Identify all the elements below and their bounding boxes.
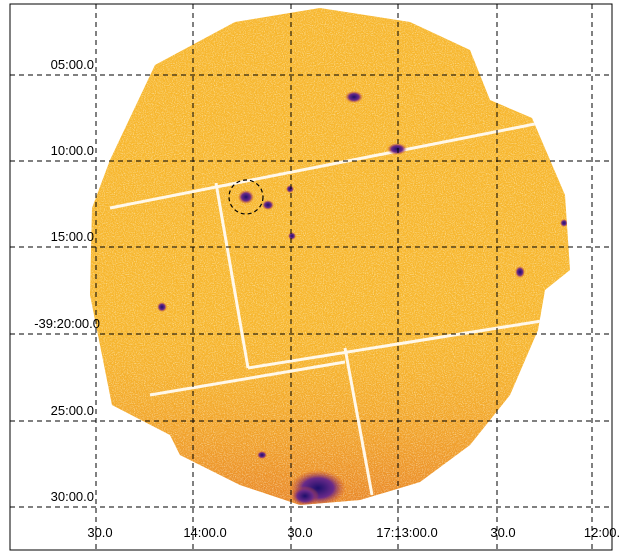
y-tick-label: 25:00.0 xyxy=(51,403,94,418)
y-tick-label: -39:20:00.0 xyxy=(34,316,100,331)
source-blob xyxy=(291,486,319,505)
x-tick-label: 14:00.0 xyxy=(183,525,226,540)
region-circle[interactable] xyxy=(228,179,264,215)
x-tick-label: 30.0 xyxy=(287,525,312,540)
plot-border xyxy=(9,3,613,551)
y-tick-label: 15:00.0 xyxy=(51,229,94,244)
x-tick-label: 30.0 xyxy=(87,525,112,540)
source-blob xyxy=(288,232,296,240)
source-blob xyxy=(345,91,363,103)
source-blob xyxy=(387,143,407,155)
x-tick-labels: 30.0 14:00.0 30.0 17:13:00.0 30.0 12:00. xyxy=(87,525,620,540)
x-ray-sources xyxy=(157,91,568,505)
source-blob xyxy=(515,266,525,278)
y-tick-label: 30:00.0 xyxy=(51,489,94,504)
source-blob xyxy=(286,185,294,193)
coordinate-grid xyxy=(10,4,612,550)
x-tick-label: 30.0 xyxy=(490,525,515,540)
source-blob xyxy=(238,190,254,204)
x-tick-label: 12:00. xyxy=(584,525,620,540)
y-tick-labels: 05:00.0 10:00.0 15:00.0 -39:20:00.0 25:0… xyxy=(34,57,100,504)
y-tick-label: 05:00.0 xyxy=(51,57,94,72)
source-blob xyxy=(560,219,568,227)
source-blob xyxy=(157,302,167,312)
source-blob xyxy=(262,200,274,210)
chip-gaps xyxy=(109,118,561,496)
y-tick-label: 10:00.0 xyxy=(51,143,94,158)
source-blob xyxy=(257,451,267,459)
x-tick-label: 17:13:00.0 xyxy=(376,525,437,540)
